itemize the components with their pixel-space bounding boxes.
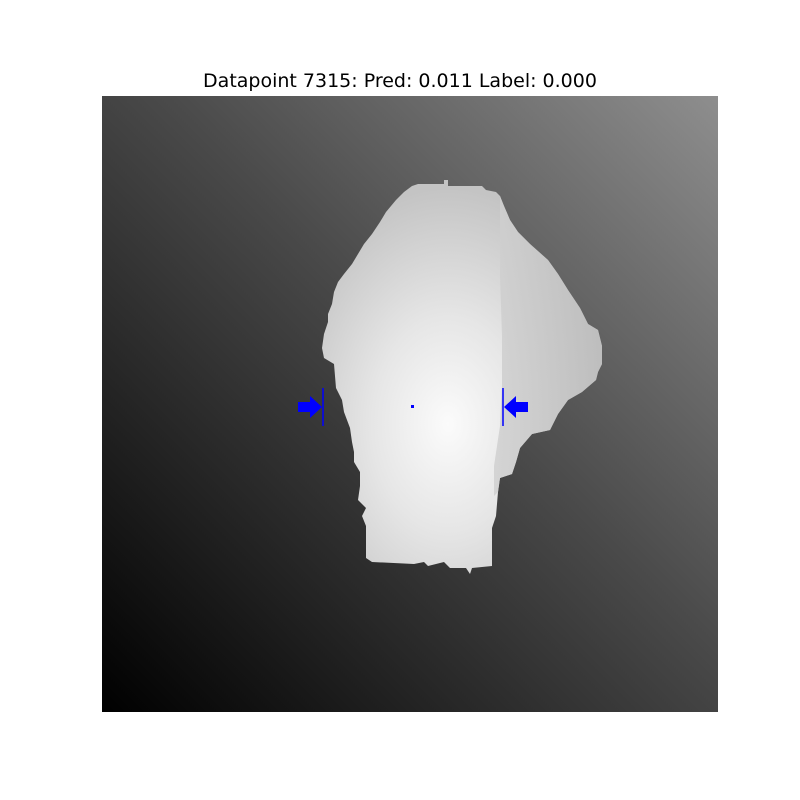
right-arrow-marker <box>502 388 528 426</box>
center-point-marker <box>411 405 414 408</box>
object-right-facet <box>494 196 602 496</box>
figure-title: Datapoint 7315: Pred: 0.011 Label: 0.000 <box>203 70 597 92</box>
depth-image <box>102 96 718 712</box>
depth-image-panel <box>102 96 718 712</box>
left-arrow-marker <box>298 388 324 426</box>
